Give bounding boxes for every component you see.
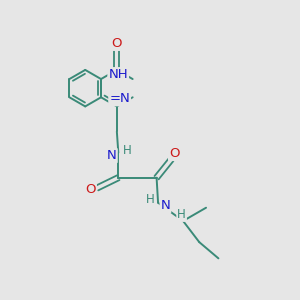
Text: H: H [146,193,154,206]
Text: H: H [123,144,131,157]
Text: H: H [177,208,186,221]
Text: N: N [160,199,170,212]
Text: NH: NH [108,68,128,81]
Text: O: O [85,183,96,196]
Text: N: N [107,149,117,162]
Text: O: O [169,147,179,160]
Text: O: O [112,37,122,50]
Text: =N: =N [109,92,130,105]
